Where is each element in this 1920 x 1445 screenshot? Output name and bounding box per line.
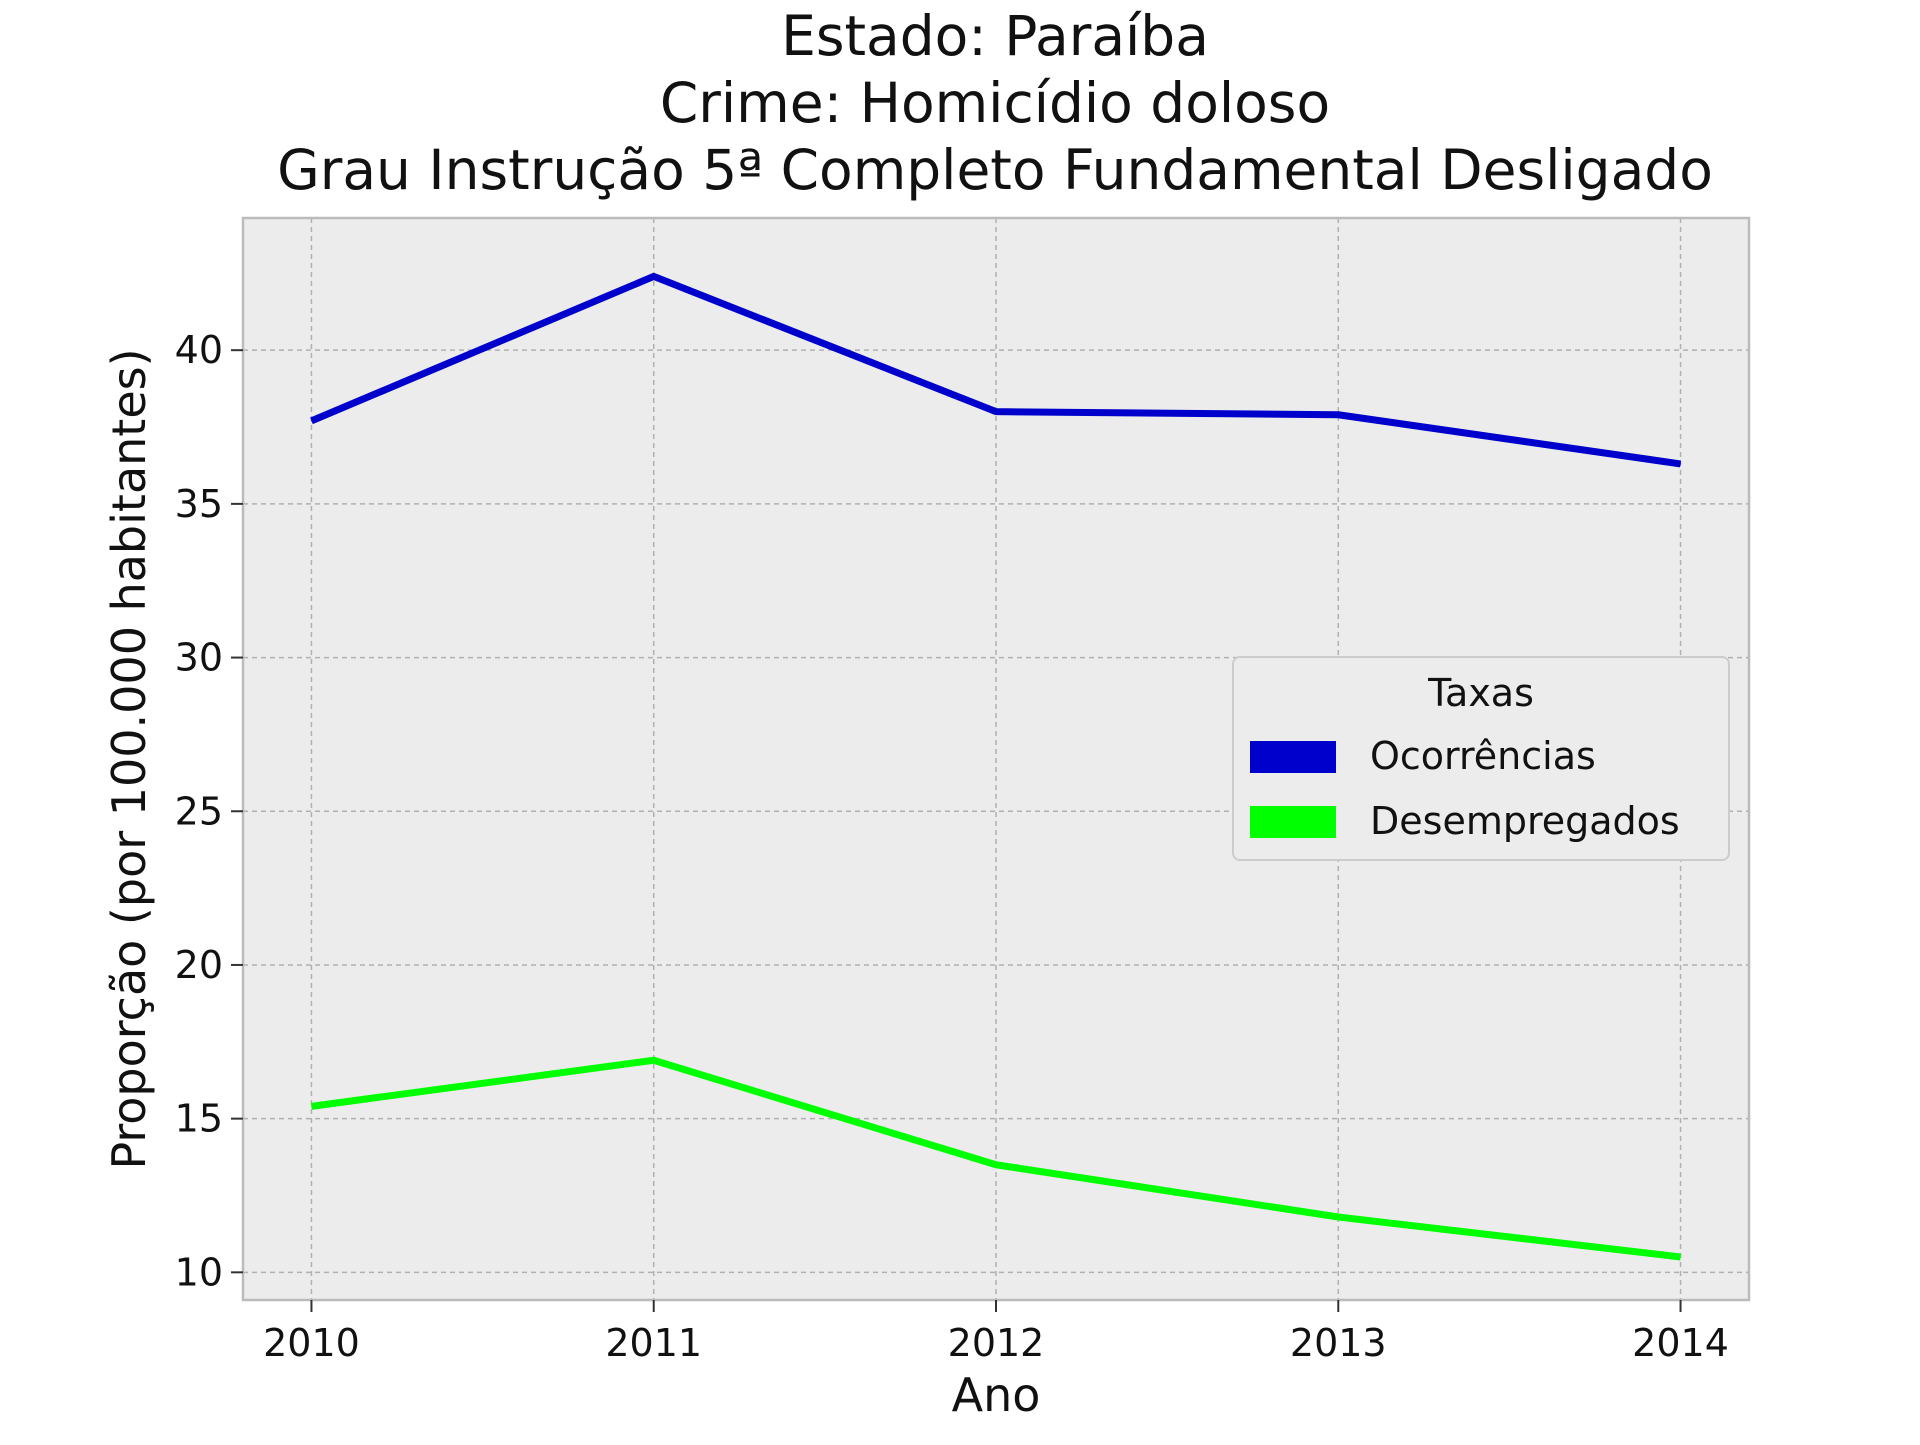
x-tick-label: 2014 [1632, 1321, 1729, 1365]
data-point-ocorrencias [653, 275, 655, 277]
data-point-ocorrencias [310, 420, 312, 422]
x-axis-label: Ano [952, 1368, 1041, 1422]
legend-label-ocorrencias: Ocorrências [1370, 734, 1596, 778]
data-point-ocorrencias [995, 411, 997, 413]
legend-swatch-ocorrencias [1250, 741, 1336, 773]
x-tick-label: 2011 [605, 1321, 702, 1365]
y-tick-label: 10 [175, 1250, 223, 1294]
x-tick-labels: 2010 2011 2012 2013 2014 [263, 1300, 1729, 1365]
y-tick-label: 25 [175, 789, 223, 833]
legend-swatch-desempregados [1250, 806, 1336, 838]
x-tick-label: 2010 [263, 1321, 360, 1365]
data-point-ocorrencias [1337, 414, 1339, 416]
title-line-2: Crime: Homicídio doloso [660, 71, 1330, 135]
x-tick-label: 2013 [1290, 1321, 1387, 1365]
legend-label-desempregados: Desempregados [1370, 799, 1680, 843]
data-point-desempregados [1680, 1256, 1682, 1258]
data-point-desempregados [1337, 1216, 1339, 1218]
y-tick-label: 35 [175, 482, 223, 526]
y-tick-label: 20 [175, 943, 223, 987]
legend-frame [1232, 656, 1730, 861]
y-axis-label: Proporção (por 100.000 habitantes) [102, 348, 156, 1169]
y-tick-label: 30 [175, 636, 223, 680]
series-lines [310, 272, 1682, 1261]
title-line-3: Grau Instrução 5ª Completo Fundamental D… [277, 138, 1713, 202]
data-point-desempregados [310, 1105, 312, 1107]
legend: Taxas Ocorrências Desempregados [1232, 656, 1730, 861]
title-line-1: Estado: Paraíba [781, 4, 1209, 68]
data-point-desempregados [653, 1059, 655, 1061]
data-point-ocorrencias [1680, 463, 1682, 465]
y-tick-labels: 10 15 20 25 30 35 40 [175, 328, 243, 1294]
x-tick-label: 2012 [948, 1321, 1045, 1365]
y-tick-label: 15 [175, 1097, 223, 1141]
legend-title: Taxas [1427, 671, 1534, 715]
data-point-desempregados [995, 1164, 997, 1166]
y-tick-label: 40 [175, 328, 223, 372]
chart-title: Estado: Paraíba Crime: Homicídio doloso … [277, 4, 1713, 202]
